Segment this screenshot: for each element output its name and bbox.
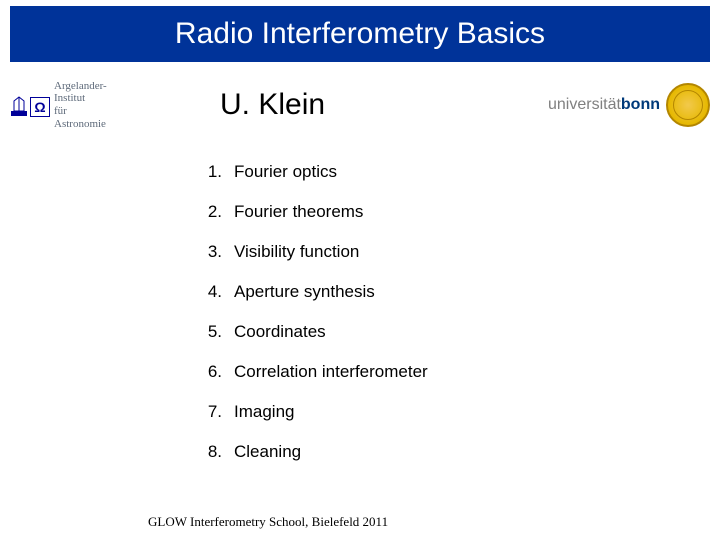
item-label: Visibility function [234,242,359,262]
bonn-logo: universitätbonn [548,83,710,127]
logo-line-4: Astronomie [54,118,107,131]
item-label: Coordinates [234,322,326,342]
list-item: 1. Fourier optics [198,162,720,182]
list-item: 5. Coordinates [198,322,720,342]
footer-text: GLOW Interferometry School, Bielefeld 20… [148,514,388,530]
item-number: 3. [198,242,222,262]
telescope-icon [10,93,28,117]
bonn-bold: bonn [621,96,660,113]
item-number: 6. [198,362,222,382]
list-item: 3. Visibility function [198,242,720,262]
argelander-logo-text: Argelander- Institut für Astronomie [54,80,107,131]
bonn-logo-text: universitätbonn [548,96,660,114]
author-name: U. Klein [220,88,325,122]
item-label: Aperture synthesis [234,282,375,302]
argelander-logo-icons: Ω [10,93,50,117]
list-item: 7. Imaging [198,402,720,422]
logo-line-2: Institut [54,92,107,105]
item-number: 4. [198,282,222,302]
omega-icon: Ω [30,97,50,117]
item-number: 5. [198,322,222,342]
item-label: Correlation interferometer [234,362,428,382]
item-label: Fourier optics [234,162,337,182]
topics-list: 1. Fourier optics 2. Fourier theorems 3.… [198,162,720,462]
bonn-prefix: universität [548,96,621,113]
bonn-seal-icon [666,83,710,127]
item-number: 2. [198,202,222,222]
item-number: 1. [198,162,222,182]
list-item: 2. Fourier theorems [198,202,720,222]
item-label: Fourier theorems [234,202,363,222]
list-item: 6. Correlation interferometer [198,362,720,382]
item-label: Imaging [234,402,294,422]
item-number: 8. [198,442,222,462]
slide-title: Radio Interferometry Basics [175,17,545,51]
item-label: Cleaning [234,442,301,462]
list-item: 4. Aperture synthesis [198,282,720,302]
item-number: 7. [198,402,222,422]
logo-line-3: für [54,105,107,118]
logo-line-1: Argelander- [54,80,107,93]
header-row: Ω Argelander- Institut für Astronomie U.… [0,76,720,134]
argelander-logo: Ω Argelander- Institut für Astronomie [10,76,160,134]
title-bar: Radio Interferometry Basics [10,6,710,62]
list-item: 8. Cleaning [198,442,720,462]
